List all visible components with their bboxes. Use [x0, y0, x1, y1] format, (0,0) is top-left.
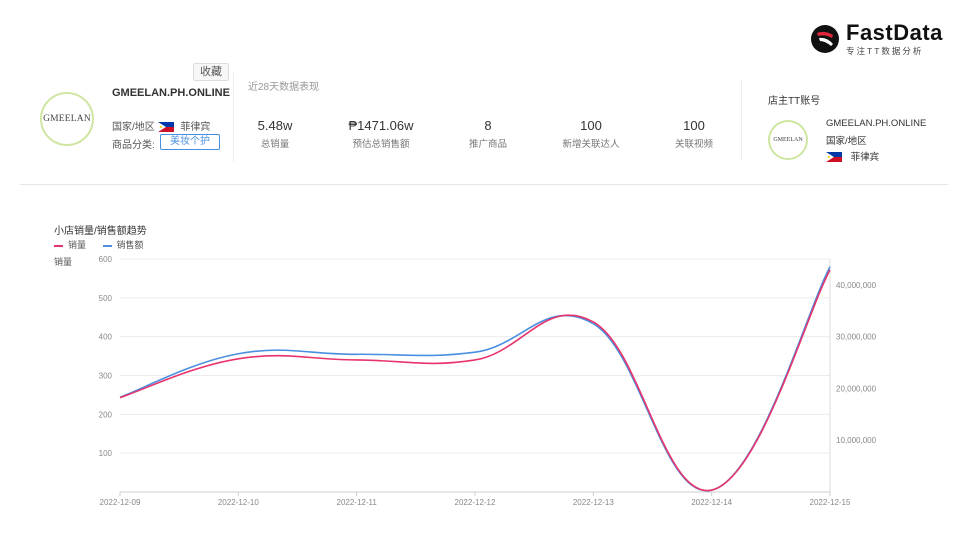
x-tick-label: 2022-12-09	[100, 498, 141, 507]
category-tag[interactable]: 美妆个护	[160, 134, 220, 150]
y-axis-title: 销量	[54, 257, 73, 267]
shop-category-label: 商品分类:	[112, 140, 155, 151]
brand-name: FastData	[846, 20, 943, 45]
legend-label-revenue: 销售额	[116, 240, 144, 250]
x-tick-label: 2022-12-10	[218, 498, 259, 507]
shop-country: 菲律宾	[180, 122, 211, 133]
legend-label-sales: 销量	[68, 240, 87, 250]
legend-swatch-revenue	[102, 244, 112, 247]
stat-value: ₱1471.06w	[348, 118, 414, 133]
owner-country: 菲律宾	[850, 152, 880, 163]
legend-item-revenue[interactable]: 销售额	[102, 240, 144, 250]
owner-region-label: 国家/地区	[826, 136, 867, 147]
owner-country-row: 菲律宾	[826, 149, 879, 163]
shop-avatar-text: GMEELAN	[43, 114, 91, 124]
owner-name[interactable]: GMEELAN.PH.ONLINE	[826, 118, 927, 129]
stat-total-sales: 5.48w 总销量	[230, 118, 320, 150]
brand-tagline: 专注TT数据分析	[846, 46, 924, 56]
owner-avatar[interactable]: GMEELAN	[768, 120, 808, 160]
y-tick-left: 300	[99, 372, 113, 381]
stat-related-videos: 100 关联视频	[649, 118, 739, 150]
chart-title: 小店销量/销售额趋势	[54, 226, 147, 237]
y-tick-left: 200	[99, 410, 113, 419]
period-label: 近28天数据表现	[248, 82, 320, 93]
philippines-flag-icon	[157, 122, 174, 133]
x-tick-label: 2022-12-14	[691, 498, 732, 507]
series-line-revenue	[119, 266, 831, 492]
y-tick-right: 10,000,000	[836, 436, 877, 445]
stat-value: 8	[484, 118, 492, 133]
x-tick-label: 2022-12-12	[455, 498, 496, 507]
y-tick-right: 30,000,000	[836, 333, 877, 342]
stat-label: 总销量	[260, 139, 290, 150]
section-divider	[20, 184, 948, 185]
y-tick-left: 400	[99, 333, 113, 342]
fastdata-logo-icon	[811, 25, 839, 53]
stat-label: 关联视频	[674, 139, 713, 150]
legend-swatch-sales	[54, 244, 63, 247]
y-tick-left: 500	[99, 294, 113, 303]
x-tick-label: 2022-12-11	[337, 498, 378, 507]
series-line-sales	[119, 269, 831, 492]
stat-value: 100	[580, 118, 602, 133]
shop-region-row: 国家/地区 菲律宾	[112, 118, 210, 133]
stat-promoted-products: 8 推广商品	[443, 118, 533, 150]
divider	[741, 80, 742, 160]
x-tick-label: 2022-12-15	[810, 498, 851, 507]
owner-avatar-text: GMEELAN	[773, 137, 803, 143]
owner-section-title: 店主TT账号	[768, 96, 821, 107]
favorite-button[interactable]: 收藏	[193, 63, 229, 81]
stat-value: 100	[683, 118, 705, 133]
y-tick-right: 40,000,000	[836, 281, 877, 290]
stat-est-revenue: ₱1471.06w 预估总销售额	[336, 118, 426, 150]
y-tick-right: 20,000,000	[836, 384, 877, 393]
stat-label: 预估总销售额	[352, 139, 410, 150]
shop-region-label: 国家/地区	[112, 122, 155, 133]
divider	[233, 72, 234, 162]
shop-avatar: GMEELAN	[40, 92, 94, 146]
x-tick-label: 2022-12-13	[573, 498, 614, 507]
stat-new-creators: 100 新增关联达人	[546, 118, 636, 150]
shop-name[interactable]: GMEELAN.PH.ONLINE	[112, 87, 230, 99]
y-tick-left: 100	[99, 449, 113, 458]
stat-label: 推广商品	[468, 139, 507, 150]
chart-legend: 销量 销售额	[54, 238, 158, 251]
legend-item-sales[interactable]: 销量	[54, 240, 89, 250]
y-tick-left: 600	[99, 255, 113, 264]
philippines-flag-icon	[826, 152, 842, 163]
stat-label: 新增关联达人	[562, 139, 620, 150]
stat-value: 5.48w	[257, 118, 293, 133]
brand-logo: FastData 专注TT数据分析	[810, 20, 950, 60]
